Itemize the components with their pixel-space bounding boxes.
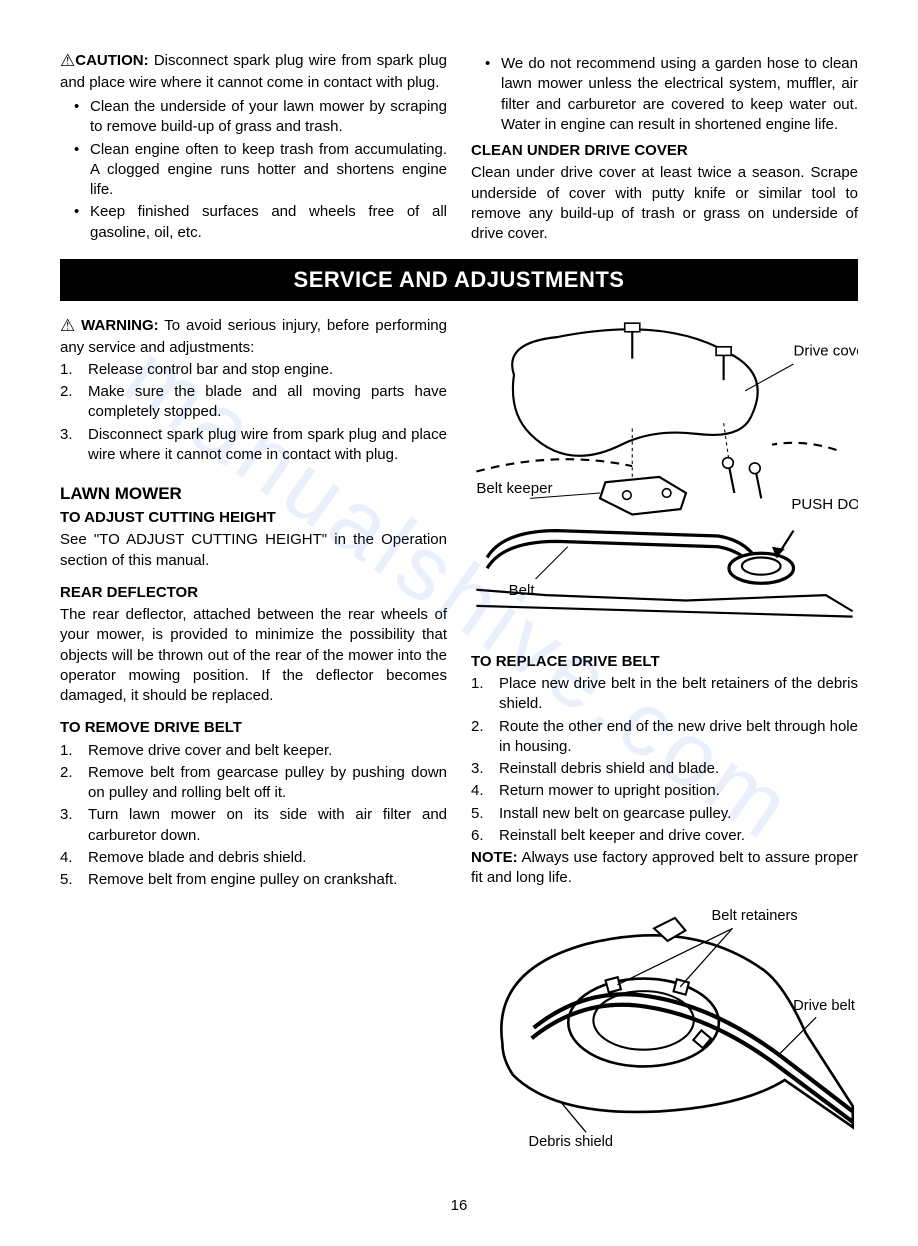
list-item: Clean engine often to keep trash from ac… — [78, 140, 447, 201]
list-item: Place new drive belt in the belt retaine… — [471, 674, 858, 715]
warning-label: WARNING: — [81, 317, 159, 334]
list-item: Keep finished surfaces and wheels free o… — [78, 202, 447, 243]
list-item: Disconnect spark plug wire from spark pl… — [60, 425, 447, 466]
rear-deflector-heading: REAR DEFLECTOR — [60, 583, 447, 603]
list-item: Route the other end of the new drive bel… — [471, 717, 858, 758]
diagram-label: Belt keeper — [476, 480, 552, 497]
list-item: Remove belt from engine pulley on cranks… — [60, 870, 447, 890]
list-item: Turn lawn mower on its side with air fil… — [60, 805, 447, 846]
warning-triangle-icon: ⚠ — [60, 50, 75, 73]
clean-under-text: Clean under drive cover at least twice a… — [471, 163, 858, 244]
adjust-text: See "TO ADJUST CUTTING HEIGHT" in the Op… — [60, 530, 447, 571]
caution-paragraph: ⚠CAUTION: Disconnect spark plug wire fro… — [60, 50, 447, 93]
lower-left-col: ⚠ WARNING: To avoid serious injury, befo… — [60, 315, 447, 1166]
adjust-heading: TO ADJUST CUTTING HEIGHT — [60, 508, 447, 528]
caution-label: CAUTION: — [75, 52, 148, 69]
diagram-label: PUSH DOWN — [791, 496, 858, 513]
warning-steps: Release control bar and stop engine. Mak… — [60, 360, 447, 465]
remove-belt-heading: TO REMOVE DRIVE BELT — [60, 718, 447, 738]
debris-shield-diagram: Belt retainers Drive belt Debris shield — [471, 897, 858, 1148]
list-item: Reinstall belt keeper and drive cover. — [471, 826, 858, 846]
warning-triangle-icon: ⚠ — [60, 315, 75, 338]
warning-paragraph: ⚠ WARNING: To avoid serious injury, befo… — [60, 315, 447, 358]
section-banner: SERVICE AND ADJUSTMENTS — [60, 259, 858, 301]
list-item: Return mower to upright position. — [471, 781, 858, 801]
lawn-mower-heading: LAWN MOWER — [60, 483, 447, 506]
diagram-label: Drive cover — [794, 342, 859, 359]
lower-block: ⚠ WARNING: To avoid serious injury, befo… — [60, 315, 858, 1166]
diagram-label: Drive belt — [793, 998, 855, 1014]
list-item: Remove blade and debris shield. — [60, 848, 447, 868]
caution-bullets: Clean the underside of your lawn mower b… — [60, 97, 447, 243]
top-right-col: We do not recommend using a garden hose … — [471, 50, 858, 245]
diagram-label: Belt retainers — [712, 908, 798, 924]
remove-belt-steps: Remove drive cover and belt keeper. Remo… — [60, 741, 447, 891]
clean-under-heading: CLEAN UNDER DRIVE COVER — [471, 141, 858, 161]
list-item: Install new belt on gearcase pulley. — [471, 804, 858, 824]
list-item: Remove drive cover and belt keeper. — [60, 741, 447, 761]
list-item: Release control bar and stop engine. — [60, 360, 447, 380]
drive-cover-diagram: Drive cover Belt keeper PUSH DOWN Belt — [471, 321, 858, 622]
lower-right-col: Drive cover Belt keeper PUSH DOWN Belt T… — [471, 315, 858, 1166]
diagram-label: Debris shield — [529, 1134, 614, 1148]
note-paragraph: NOTE: Always use factory approved belt t… — [471, 848, 858, 889]
list-item: Reinstall debris shield and blade. — [471, 759, 858, 779]
replace-belt-steps: Place new drive belt in the belt retaine… — [471, 674, 858, 846]
right-bullets: We do not recommend using a garden hose … — [471, 54, 858, 135]
page-number: 16 — [60, 1196, 858, 1216]
top-left-col: ⚠CAUTION: Disconnect spark plug wire fro… — [60, 50, 447, 245]
replace-belt-heading: TO REPLACE DRIVE BELT — [471, 652, 858, 672]
list-item: Clean the underside of your lawn mower b… — [78, 97, 447, 138]
note-text: Always use factory approved belt to assu… — [471, 849, 858, 886]
rear-deflector-text: The rear deflector, attached between the… — [60, 605, 447, 706]
list-item: Remove belt from gearcase pulley by push… — [60, 763, 447, 804]
top-block: ⚠CAUTION: Disconnect spark plug wire fro… — [60, 50, 858, 245]
list-item: Make sure the blade and all moving parts… — [60, 382, 447, 423]
list-item: We do not recommend using a garden hose … — [489, 54, 858, 135]
note-label: NOTE: — [471, 849, 518, 866]
diagram-label: Belt — [509, 582, 536, 599]
